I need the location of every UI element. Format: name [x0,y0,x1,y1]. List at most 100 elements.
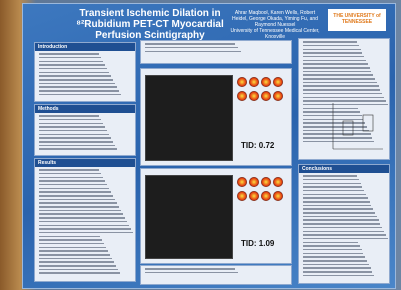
text-line [303,245,360,247]
text-line [145,47,238,49]
text-line [303,275,374,277]
text-line [303,71,371,73]
text-line [303,208,373,210]
text-line [39,261,114,263]
conclusion-box: Conclusions [298,164,390,284]
polar-map [273,91,283,101]
text-line [39,199,115,201]
text-line [303,45,359,47]
text-line [303,56,364,58]
poster-title: Transient Ischemic Dilation in ⁸²Rubidiu… [70,8,230,41]
text-line [303,267,371,269]
text-line [39,247,106,249]
text-line [39,83,115,85]
text-line [303,260,367,262]
polar-map [237,191,247,201]
text-line [39,258,112,260]
text-line [39,236,100,238]
text-line [303,219,379,221]
image-panel: TID: 1.09 [140,168,292,264]
text-line [39,232,133,234]
authors: Ahrar Maqbool, Karen Wells, Robert Heide… [230,10,320,40]
text-line [303,175,357,177]
scan-image [145,75,233,161]
text-line [39,272,120,274]
text-line [303,186,362,188]
text-line [303,93,382,95]
polar-map [249,91,259,101]
polar-map [261,191,271,201]
logo: THE UNIVERSITY of TENNESSEE [328,9,386,31]
text-line [145,268,235,270]
polar-map [261,177,271,187]
text-line [39,177,103,179]
chart-box [298,38,390,160]
author-list: Ahrar Maqbool, Karen Wells, Robert Heide… [232,10,318,28]
polar-map [273,191,283,201]
text-line [39,79,113,81]
polar-map [249,191,259,201]
polar-map [237,91,247,101]
text-line [39,184,107,186]
text-line [39,169,99,171]
text-line [303,216,377,218]
text-line [303,82,377,84]
text-line [39,269,118,271]
polar-map [261,91,271,101]
text-line [303,234,386,236]
text-line [39,145,115,147]
text-line [39,254,110,256]
text-line [39,75,111,77]
text-line [39,210,121,212]
section-heading: Results [35,159,135,167]
text-line [39,180,105,182]
text-line [303,49,361,51]
text-line [303,74,373,76]
scan-image [145,175,233,259]
polar-map [261,77,271,87]
text-line [39,188,109,190]
text-line [39,72,109,74]
text-line [303,238,388,240]
text-line [39,57,101,59]
table-box [140,40,292,64]
text-line [39,202,117,204]
text-line [303,89,380,91]
text-line [39,217,125,219]
text-line [39,250,108,252]
text-line [303,205,371,207]
section-heading: Methods [35,105,135,113]
text-line [39,61,103,63]
text-line [39,239,102,241]
text-line [303,212,375,214]
text-line [303,249,362,251]
text-line [303,63,368,65]
text-line [39,191,111,193]
text-line [303,179,359,181]
page: Transient Ischemic Dilation in ⁸²Rubidiu… [0,0,401,290]
text-line [303,271,372,273]
polar-map [273,177,283,187]
text-line [145,51,241,53]
text-line [39,148,117,150]
text-line [303,227,382,229]
intro-box: Introduction [34,42,136,102]
text-line [39,195,113,197]
text-line [303,190,364,192]
text-line [39,126,105,128]
text-line [303,201,370,203]
polar-map [249,77,259,87]
text-line [303,183,361,185]
text-line [39,53,99,55]
results-box: Results [34,158,136,282]
polar-map [237,77,247,87]
text-line [303,223,380,225]
text-line [39,243,104,245]
tid-label: TID: 1.09 [241,239,274,248]
text-line [39,123,103,125]
text-line [39,206,119,208]
text-line [303,60,366,62]
text-line [303,256,365,258]
text-line [39,141,113,143]
section-heading: Introduction [35,43,135,51]
